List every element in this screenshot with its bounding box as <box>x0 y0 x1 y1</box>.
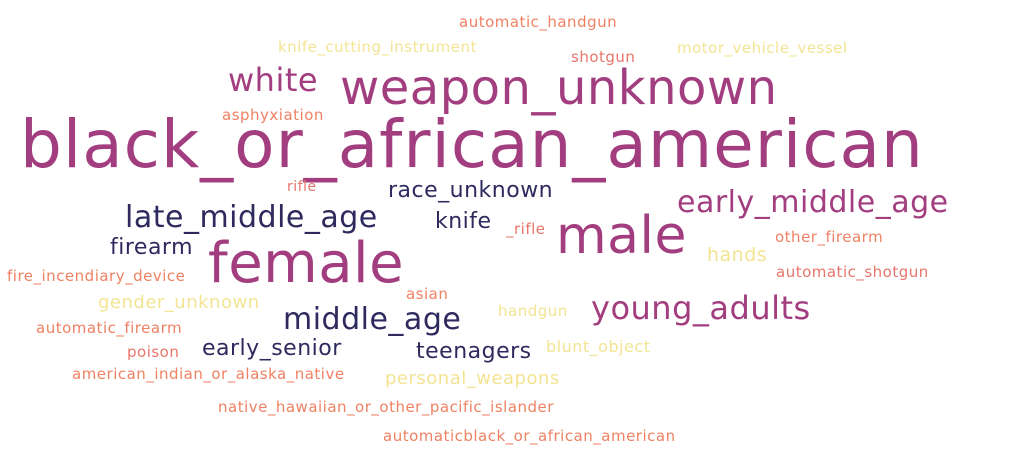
word-firearm: firearm <box>110 235 194 260</box>
word-fire-incendiary-device: fire_incendiary_device <box>7 267 186 285</box>
word-young-adults: young_adults <box>591 289 811 327</box>
word-poison: poison <box>127 343 180 361</box>
word-early-senior: early_senior <box>202 336 342 361</box>
word-knife: knife <box>435 209 492 234</box>
word-race-unknown: race_unknown <box>388 178 554 203</box>
word-gender-unknown: gender_unknown <box>98 292 260 313</box>
word-underscore-rifle: _rifle <box>506 220 546 238</box>
word-black-or-african-american: black_or_african_american <box>20 106 924 183</box>
word-rifle: rifle <box>287 179 317 195</box>
word-hands: hands <box>707 244 768 266</box>
word-american-indian-or-alaska-native: american_indian_or_alaska_native <box>72 365 345 383</box>
word-automatic-handgun: automatic_handgun <box>459 13 618 31</box>
word-teenagers: teenagers <box>416 339 532 364</box>
word-late-middle-age: late_middle_age <box>125 200 378 235</box>
word-middle-age: middle_age <box>283 302 462 337</box>
word-other-firearm: other_firearm <box>775 228 884 246</box>
word-female: female <box>208 231 405 296</box>
word-motor-vehicle-vessel: motor_vehicle_vessel <box>677 39 848 57</box>
word-automaticblack-or-african-american: automaticblack_or_african_american <box>383 427 676 445</box>
word-asphyxiation: asphyxiation <box>222 106 324 124</box>
word-early-middle-age: early_middle_age <box>677 185 949 220</box>
word-asian: asian <box>406 285 449 303</box>
word-personal-weapons: personal_weapons <box>385 368 560 389</box>
word-automatic-shotgun: automatic_shotgun <box>776 263 929 281</box>
word-blunt-object: blunt_object <box>546 337 651 356</box>
word-weapon-unknown: weapon_unknown <box>340 60 778 116</box>
word-handgun: handgun <box>498 302 568 320</box>
word-shotgun: shotgun <box>571 48 636 66</box>
word-automatic-firearm: automatic_firearm <box>36 319 183 337</box>
word-white: white <box>228 61 319 99</box>
word-knife-cutting-instrument: knife_cutting_instrument <box>278 38 477 56</box>
word-male: male <box>556 206 687 266</box>
word-native-hawaiian-or-other-pacific-islander: native_hawaiian_or_other_pacific_islande… <box>218 398 554 416</box>
